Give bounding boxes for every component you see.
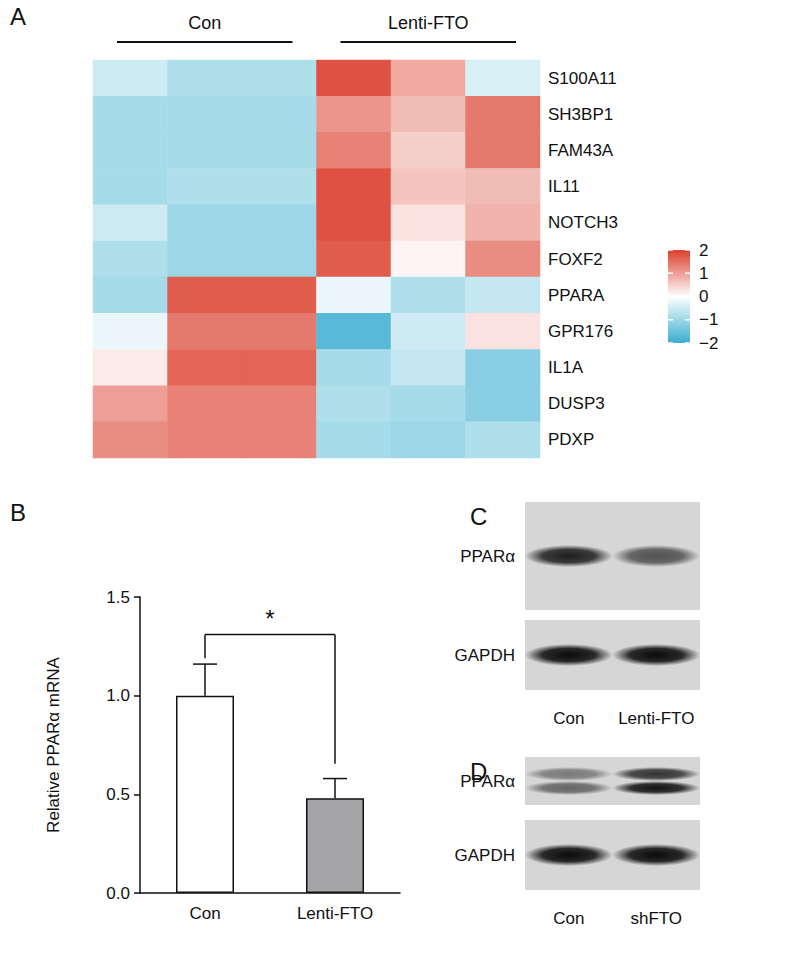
svg-text:2: 2: [699, 241, 708, 260]
svg-text:A: A: [10, 3, 26, 30]
svg-text:−1: −1: [699, 310, 718, 329]
svg-text:1: 1: [699, 264, 708, 283]
svg-text:Lenti-FTO: Lenti-FTO: [297, 904, 373, 923]
svg-text:FOXF2: FOXF2: [548, 250, 603, 269]
svg-text:1.0: 1.0: [106, 686, 130, 705]
svg-text:Lenti-FTO: Lenti-FTO: [388, 13, 469, 33]
svg-text:0.0: 0.0: [106, 884, 130, 903]
svg-text:Lenti-FTO: Lenti-FTO: [618, 709, 694, 728]
svg-text:IL1A: IL1A: [548, 358, 584, 377]
svg-text:FAM43A: FAM43A: [548, 141, 614, 160]
svg-text:shFTO: shFTO: [630, 909, 682, 928]
svg-text:Con: Con: [188, 13, 221, 33]
svg-text:GAPDH: GAPDH: [455, 646, 515, 665]
svg-text:PPARA: PPARA: [548, 286, 605, 305]
svg-text:1.5: 1.5: [106, 588, 130, 607]
svg-text:GAPDH: GAPDH: [455, 846, 515, 865]
svg-text:0: 0: [699, 287, 708, 306]
svg-text:B: B: [10, 499, 26, 526]
svg-text:S100A11: S100A11: [548, 69, 617, 88]
svg-text:IL11: IL11: [548, 177, 580, 196]
svg-text:0.5: 0.5: [106, 785, 130, 804]
svg-text:NOTCH3: NOTCH3: [548, 213, 618, 232]
svg-text:Relative PPARα mRNA: Relative PPARα mRNA: [44, 656, 63, 832]
svg-text:Con: Con: [553, 909, 584, 928]
svg-text:PDXP: PDXP: [548, 430, 594, 449]
svg-text:PPARα: PPARα: [460, 772, 515, 791]
svg-text:PPARα: PPARα: [460, 547, 515, 566]
svg-text:−2: −2: [699, 334, 718, 353]
svg-text:*: *: [265, 605, 274, 632]
svg-text:Con: Con: [189, 904, 220, 923]
svg-text:GPR176: GPR176: [548, 322, 613, 341]
svg-text:DUSP3: DUSP3: [548, 394, 605, 413]
svg-text:SH3BP1: SH3BP1: [548, 105, 613, 124]
svg-text:Con: Con: [553, 709, 584, 728]
svg-text:C: C: [470, 503, 487, 530]
